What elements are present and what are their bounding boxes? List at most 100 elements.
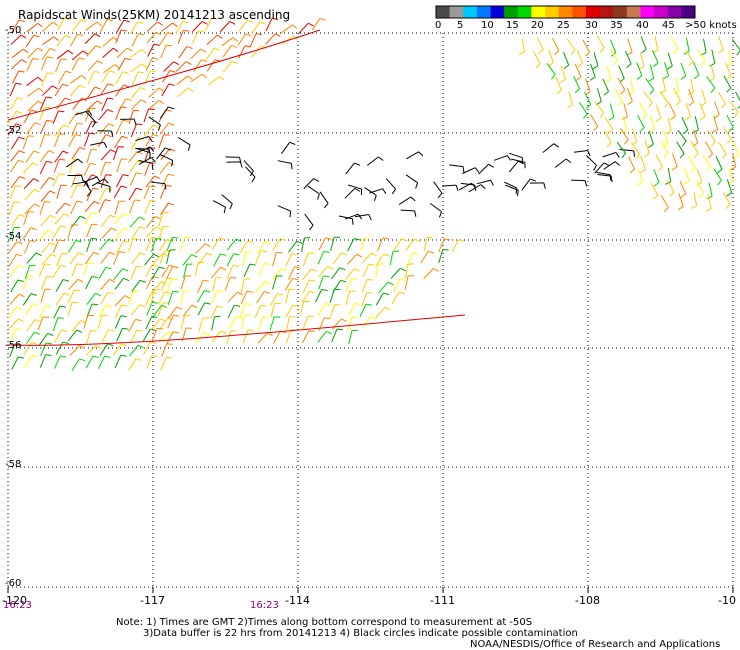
wind-barb [389,250,399,266]
wind-barb [438,238,451,253]
wind-barb [521,178,536,191]
wind-barb [597,174,613,183]
legend-swatch [572,6,587,18]
time-label: 16:23 [3,600,32,611]
wind-barb [390,267,406,279]
wind-barb [280,24,298,34]
wind-barb [393,238,408,251]
wind-barb [71,358,86,372]
wind-barb [697,49,706,67]
wind-barb [180,290,190,305]
wind-barb [159,106,175,119]
legend-swatch [613,6,628,18]
wind-barb [375,263,385,278]
wind-barb [238,19,254,32]
lat-label: -56 [5,340,22,351]
legend-label: 10 [481,20,494,31]
wind-barb [113,268,129,281]
wind-barb [476,179,494,186]
wind-barb [56,97,71,110]
wind-barb [145,175,161,188]
wind-barb [690,192,698,210]
wind-barb [709,49,716,67]
wind-barb [52,239,65,254]
wind-barb [99,238,115,251]
wind-barb [578,102,588,119]
wind-barb [705,194,712,212]
wind-barb [114,295,131,307]
wind-barb [404,275,414,290]
wind-barb [228,315,243,329]
wind-barb [195,243,211,255]
wind-barb [315,288,328,303]
wind-barb [726,114,734,132]
wind-barb [258,262,271,277]
wind-barb [212,200,227,214]
wind-barb [41,56,53,71]
wind-barb [161,83,175,97]
wind-barb [86,238,97,253]
wind-barb [329,288,341,303]
wind-barb [546,62,556,80]
wind-barb [609,48,618,66]
wind-barb [103,64,120,74]
wind-barb [129,199,141,214]
wind-barb [148,87,165,99]
wind-barb [560,65,566,83]
wind-barb [602,78,609,96]
wind-barb [118,98,132,112]
wind-barb [690,140,699,158]
wind-barb [211,266,227,279]
wind-barb [151,266,165,280]
wind-barb [159,162,175,174]
wind-barb [87,60,103,72]
wind-barb [10,136,25,150]
wind-barb [145,264,159,278]
wind-barb [707,129,716,147]
wind-barb [128,110,140,125]
wind-barb [213,253,227,267]
wind-barb [25,331,41,345]
wind-barb [10,159,25,173]
wind-barb [143,124,159,137]
wind-barb [160,44,173,59]
wind-barb [542,143,559,153]
wind-barb [7,306,23,319]
wind-barb [724,62,732,80]
wind-barb [40,177,55,190]
wind-barb [505,184,519,197]
wind-barb [375,253,389,267]
wind-barb [68,134,82,147]
wind-barb [70,33,84,47]
wind-barb [243,160,254,177]
wind-barb [23,342,38,356]
wind-barb [158,226,169,241]
wind-barb [586,155,597,171]
wind-barb [158,238,174,252]
wind-barb [240,278,251,293]
wind-barb [39,134,51,148]
wind-barb [277,205,292,218]
wind-barb [393,278,406,293]
wind-barb [625,50,632,68]
note-line-2: 3)Data buffer is 22 hrs from 20141213 4)… [143,628,578,639]
wind-barb [706,182,713,200]
wind-barb [731,38,740,56]
wind-barb [442,184,459,191]
wind-barb [100,251,116,264]
wind-barb [129,160,144,173]
wind-barb [301,237,311,252]
wind-barb [55,341,69,355]
wind-barb [130,123,143,138]
wind-barb [194,261,205,277]
wind-barb [205,47,221,60]
wind-barb [449,164,465,173]
wind-barb [129,344,144,357]
wind-barb [175,61,192,72]
wind-barb [362,263,375,278]
wind-barb [40,242,57,254]
wind-barb [142,328,157,342]
wind-barb [56,49,74,60]
wind-barb [151,327,163,342]
wind-barb [605,65,612,83]
